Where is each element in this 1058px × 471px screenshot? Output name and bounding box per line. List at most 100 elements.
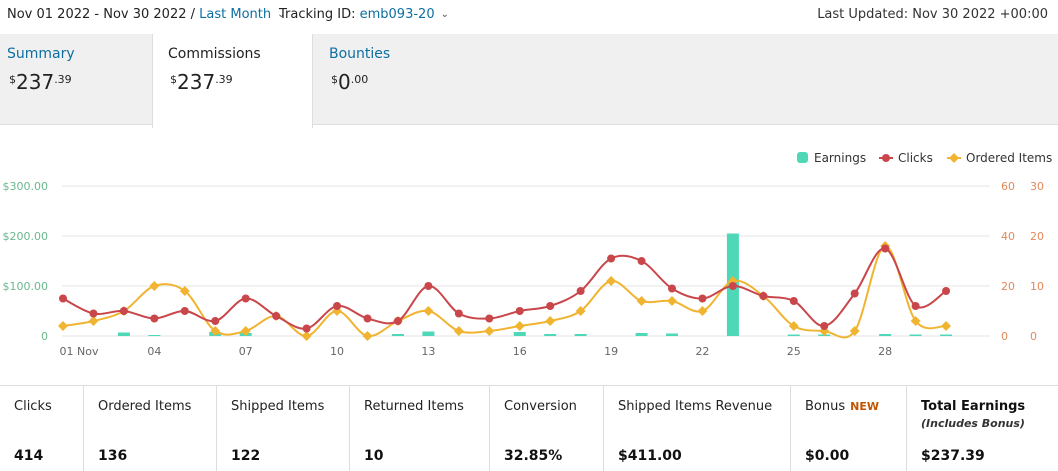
ordered-items-point bbox=[606, 276, 617, 286]
stat-value: 122 bbox=[231, 448, 261, 464]
earnings-bar bbox=[513, 332, 526, 336]
ordered-items-point bbox=[910, 316, 921, 326]
earnings-bar bbox=[544, 334, 557, 336]
stat-value: 136 bbox=[98, 448, 128, 464]
ordered-items-point bbox=[636, 296, 647, 306]
earnings-bar bbox=[666, 333, 678, 336]
x-tick-label: 28 bbox=[878, 345, 892, 358]
tab-amount: $237.39 bbox=[170, 70, 233, 94]
clicks-point bbox=[333, 302, 342, 310]
ordered-items-point bbox=[453, 326, 464, 336]
stat-sublabel: (Includes Bonus) bbox=[921, 417, 1025, 430]
clicks-point bbox=[272, 312, 281, 320]
stat-bonus: Bonus NEW $0.00 bbox=[791, 386, 907, 471]
clicks-point bbox=[363, 314, 372, 323]
clicks-point bbox=[607, 254, 616, 263]
earnings-bar bbox=[117, 332, 130, 336]
stat-label: Ordered Items bbox=[98, 399, 192, 414]
clicks-point bbox=[180, 307, 189, 315]
earnings-chart: 0 0 0 $100.00 20 10 $200.00 40 20 $300.00 60 30 01 N… bbox=[3, 151, 1053, 358]
x-tick-label: 13 bbox=[421, 345, 435, 358]
clicks-point bbox=[942, 287, 951, 295]
y-right-tick-label-ordered: 0 bbox=[1030, 330, 1037, 343]
stat-value: 10 bbox=[364, 448, 384, 464]
clicks-point bbox=[911, 302, 920, 310]
stat-shipped-items: Shipped Items 122 bbox=[217, 386, 350, 471]
clicks-point bbox=[424, 282, 433, 290]
stat-returned-items: Returned Items 10 bbox=[350, 386, 490, 471]
ordered-items-point bbox=[849, 326, 860, 336]
last-updated: Last Updated: Nov 30 2022 +00:00 bbox=[817, 7, 1048, 22]
x-tick-label: 10 bbox=[330, 345, 344, 358]
x-tick-label: 04 bbox=[147, 345, 161, 358]
clicks-point bbox=[485, 314, 494, 323]
tab-summary[interactable]: Summary $237.39 bbox=[0, 34, 152, 124]
stat-label: Bonus NEW bbox=[805, 399, 879, 414]
ordered-items-line bbox=[62, 245, 947, 339]
y-right-tick-label-clicks: 0 bbox=[1001, 330, 1008, 343]
top-bar: Nov 01 2022 - Nov 30 2022 / Last Month ⌄ … bbox=[0, 0, 1058, 34]
clicks-point bbox=[759, 292, 768, 300]
x-tick-label: 16 bbox=[513, 345, 527, 358]
period-dropdown[interactable]: Last Month ⌄ bbox=[199, 7, 286, 22]
y-left-tick-label: $100.00 bbox=[3, 280, 49, 293]
ordered-items-point bbox=[545, 316, 556, 326]
stat-shipped-items-revenue: Shipped Items Revenue $411.00 bbox=[604, 386, 791, 471]
ordered-items-point bbox=[88, 316, 99, 326]
clicks-point bbox=[668, 284, 676, 293]
chevron-down-icon: ⌄ bbox=[440, 9, 449, 20]
clicks-point bbox=[698, 294, 707, 303]
stat-value: $411.00 bbox=[618, 448, 682, 464]
stat-clicks: Clicks 414 bbox=[0, 386, 84, 471]
stat-total-earnings: Total Earnings (Includes Bonus) $237.39 bbox=[907, 386, 1058, 471]
clicks-point bbox=[515, 307, 524, 315]
x-tick-label: 22 bbox=[695, 345, 709, 358]
ordered-items-point bbox=[514, 321, 525, 331]
tab-commissions[interactable]: Commissions $237.39 bbox=[152, 34, 313, 128]
legend-earnings-swatch bbox=[797, 152, 808, 163]
tab-label[interactable]: Commissions bbox=[168, 46, 261, 62]
ordered-items-point bbox=[58, 321, 68, 331]
clicks-line bbox=[62, 247, 947, 330]
tab-amount: $237.39 bbox=[9, 70, 72, 94]
tab-bounties[interactable]: Bounties $0.00 bbox=[311, 34, 491, 124]
stat-label: Shipped Items Revenue bbox=[618, 399, 773, 414]
legend-clicks-marker bbox=[882, 154, 890, 162]
y-left-tick-label: 0 bbox=[41, 330, 48, 343]
tab-label[interactable]: Bounties bbox=[329, 46, 391, 62]
stat-label: Conversion bbox=[504, 399, 577, 414]
chevron-down-icon: ⌄ bbox=[277, 9, 286, 20]
stat-label: Returned Items bbox=[364, 399, 464, 414]
stat-ordered-items: Ordered Items 136 bbox=[84, 386, 217, 471]
legend-ordered-marker bbox=[949, 153, 959, 163]
stat-conversion: Conversion 32.85% bbox=[490, 386, 604, 471]
earnings-bar bbox=[391, 334, 404, 336]
ordered-items-point bbox=[575, 306, 586, 316]
tab-label[interactable]: Summary bbox=[7, 46, 75, 62]
new-badge: NEW bbox=[850, 400, 879, 413]
clicks-point bbox=[150, 314, 159, 323]
legend-clicks-label: Clicks bbox=[898, 151, 933, 165]
ordered-items-point bbox=[179, 286, 190, 296]
clicks-point bbox=[454, 309, 463, 318]
earnings-bar bbox=[574, 334, 587, 336]
tracking-id-label: Tracking ID: bbox=[279, 7, 356, 22]
ordered-items-point bbox=[240, 326, 251, 336]
clicks-point bbox=[881, 244, 890, 253]
tracking-id-selector[interactable]: Tracking ID: emb093-20 ⌄ bbox=[279, 7, 449, 22]
tab-amount: $0.00 bbox=[331, 70, 369, 94]
y-left-tick-label: $200.00 bbox=[3, 230, 49, 243]
stat-label: Shipped Items bbox=[231, 399, 325, 414]
date-range: Nov 01 2022 - Nov 30 2022 / Last Month ⌄ bbox=[7, 7, 286, 22]
clicks-point bbox=[546, 302, 555, 310]
legend-ordered-label: Ordered Items bbox=[966, 151, 1052, 165]
clicks-point bbox=[59, 294, 67, 303]
x-tick-label: 19 bbox=[604, 345, 618, 358]
y-right-tick-label-ordered: 10 bbox=[1030, 280, 1044, 293]
ordered-items-point bbox=[484, 326, 495, 336]
stats-bar: Clicks 414 Ordered Items 136 Shipped Items 12… bbox=[0, 385, 1058, 471]
stat-value: $0.00 bbox=[805, 448, 850, 464]
tracking-id-value[interactable]: emb093-20 bbox=[359, 7, 435, 22]
stat-value: 414 bbox=[14, 448, 44, 464]
clicks-point bbox=[302, 324, 311, 333]
